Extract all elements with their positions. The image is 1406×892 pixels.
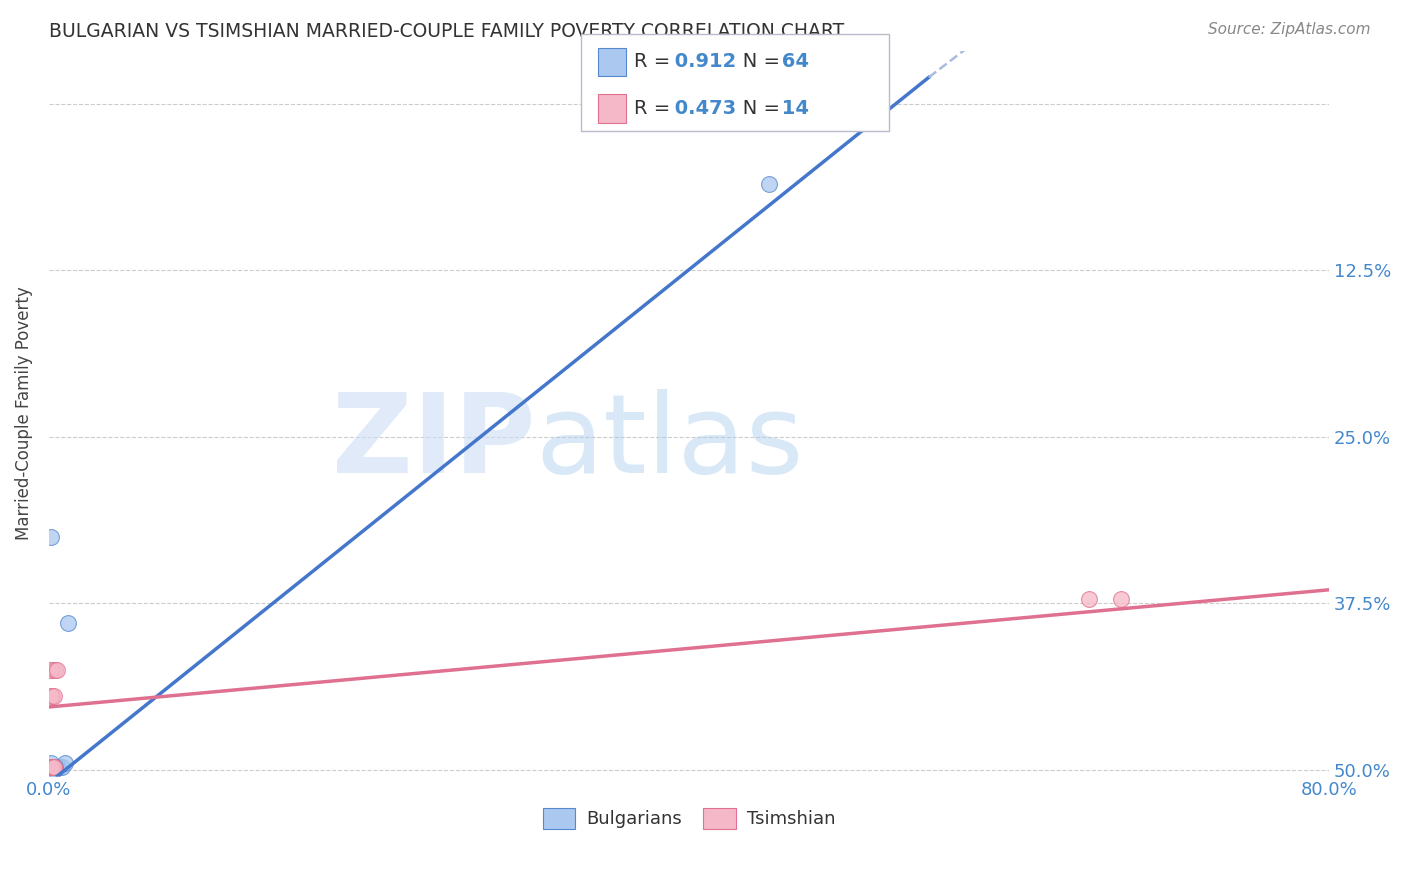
Point bbox=[44, 663, 66, 677]
Point bbox=[39, 763, 62, 777]
Point bbox=[39, 760, 62, 774]
Text: Source: ZipAtlas.com: Source: ZipAtlas.com bbox=[1208, 22, 1371, 37]
Point bbox=[1077, 592, 1099, 607]
Point bbox=[46, 760, 69, 774]
Point bbox=[39, 763, 62, 777]
Point bbox=[42, 760, 65, 774]
Text: 14: 14 bbox=[775, 99, 808, 119]
Point bbox=[42, 760, 65, 774]
Point bbox=[41, 763, 63, 777]
Point bbox=[42, 760, 65, 774]
Point bbox=[44, 760, 66, 774]
Point bbox=[41, 763, 63, 777]
Point bbox=[41, 763, 63, 777]
Point bbox=[46, 663, 69, 677]
Point bbox=[41, 760, 63, 774]
Point bbox=[42, 760, 65, 774]
Point bbox=[39, 760, 62, 774]
Point bbox=[42, 760, 65, 774]
Point bbox=[39, 763, 62, 777]
Point bbox=[42, 760, 65, 774]
Point bbox=[1109, 592, 1132, 607]
Text: N =: N = bbox=[724, 99, 786, 119]
Point bbox=[39, 763, 62, 777]
Point bbox=[51, 760, 73, 774]
Point bbox=[42, 760, 65, 774]
Point bbox=[42, 760, 65, 774]
Point bbox=[41, 663, 63, 677]
Point bbox=[56, 616, 79, 631]
Point bbox=[39, 763, 62, 777]
Point bbox=[39, 763, 62, 777]
Point bbox=[41, 763, 63, 777]
Point bbox=[42, 763, 65, 777]
Point bbox=[39, 763, 62, 777]
Point bbox=[41, 760, 63, 774]
Point bbox=[41, 763, 63, 777]
Legend: Bulgarians, Tsimshian: Bulgarians, Tsimshian bbox=[536, 801, 842, 836]
Point bbox=[42, 760, 65, 774]
Point bbox=[41, 760, 63, 774]
Point bbox=[42, 760, 65, 774]
Point bbox=[41, 760, 63, 774]
Point bbox=[39, 763, 62, 777]
Point bbox=[41, 763, 63, 777]
Point bbox=[42, 760, 65, 774]
Point bbox=[39, 690, 62, 704]
Point bbox=[758, 177, 780, 191]
Point bbox=[41, 760, 63, 774]
Text: atlas: atlas bbox=[536, 389, 804, 496]
Text: R =: R = bbox=[634, 99, 676, 119]
Point bbox=[44, 760, 66, 774]
Text: N =: N = bbox=[724, 53, 786, 71]
Point bbox=[39, 760, 62, 774]
Point bbox=[42, 760, 65, 774]
Point bbox=[41, 760, 63, 774]
Point bbox=[39, 760, 62, 774]
Point bbox=[39, 760, 62, 774]
Point bbox=[46, 760, 69, 774]
Point bbox=[44, 760, 66, 774]
Point bbox=[39, 756, 62, 770]
Y-axis label: Married-Couple Family Poverty: Married-Couple Family Poverty bbox=[15, 286, 32, 541]
Point bbox=[39, 760, 62, 774]
Point bbox=[42, 760, 65, 774]
Point bbox=[39, 763, 62, 777]
Point bbox=[39, 763, 62, 777]
Point bbox=[42, 760, 65, 774]
Point bbox=[42, 763, 65, 777]
Point bbox=[41, 760, 63, 774]
Point bbox=[48, 760, 70, 774]
Point bbox=[39, 760, 62, 774]
Text: 0.912: 0.912 bbox=[668, 53, 737, 71]
Point bbox=[41, 690, 63, 704]
Point bbox=[42, 760, 65, 774]
Text: ZIP: ZIP bbox=[332, 389, 536, 496]
Point bbox=[39, 760, 62, 774]
Point bbox=[41, 760, 63, 774]
Point bbox=[41, 760, 63, 774]
Point bbox=[41, 763, 63, 777]
Point bbox=[39, 663, 62, 677]
Point bbox=[44, 760, 66, 774]
Text: 0.473: 0.473 bbox=[668, 99, 735, 119]
Point bbox=[53, 756, 76, 770]
Text: BULGARIAN VS TSIMSHIAN MARRIED-COUPLE FAMILY POVERTY CORRELATION CHART: BULGARIAN VS TSIMSHIAN MARRIED-COUPLE FA… bbox=[49, 22, 845, 41]
Text: 64: 64 bbox=[775, 53, 808, 71]
Point bbox=[39, 760, 62, 774]
Point bbox=[39, 760, 62, 774]
Point bbox=[42, 760, 65, 774]
Point bbox=[39, 530, 62, 544]
Point bbox=[41, 760, 63, 774]
Text: R =: R = bbox=[634, 53, 676, 71]
Point bbox=[41, 760, 63, 774]
Point bbox=[41, 760, 63, 774]
Point bbox=[42, 690, 65, 704]
